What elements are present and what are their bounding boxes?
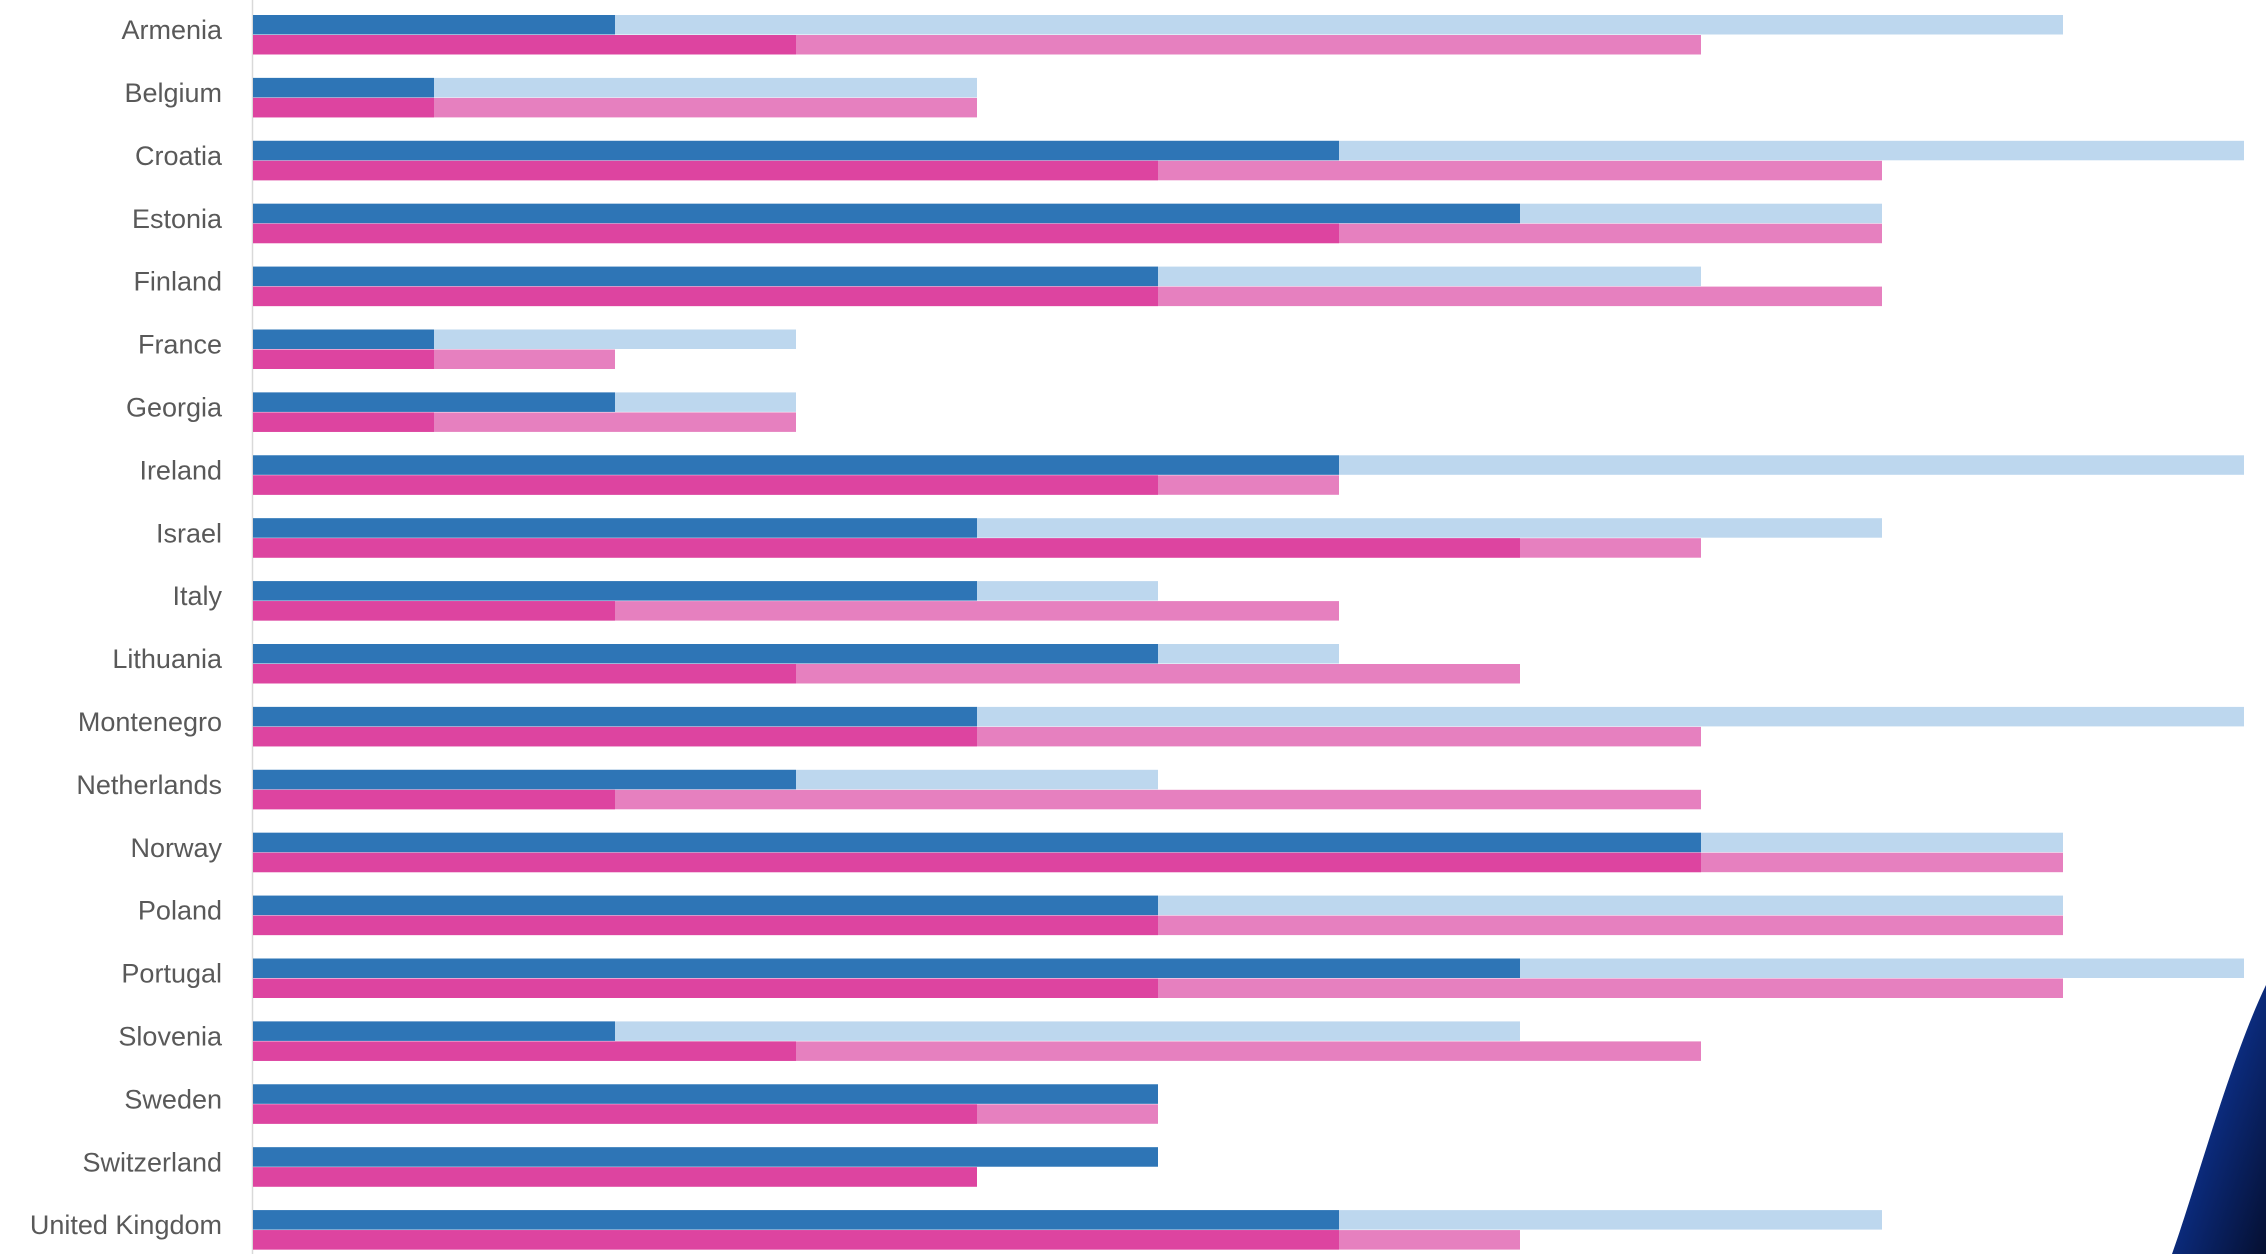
bar-dark-s1-7 <box>253 455 1339 475</box>
category-label: Montenegro <box>78 707 222 737</box>
category-label: Italy <box>172 581 222 611</box>
bar-dark-s1-16 <box>253 1021 615 1041</box>
bar-dark-s2-11 <box>253 726 977 747</box>
bar-dark-s2-5 <box>253 349 434 369</box>
corner-decoration <box>2172 985 2266 1254</box>
category-label: Estonia <box>132 204 223 234</box>
bar-dark-s2-15 <box>253 978 1158 998</box>
category-label: Sweden <box>124 1084 222 1114</box>
bar-dark-s1-19 <box>253 1210 1339 1230</box>
bar-dark-s2-10 <box>253 664 796 684</box>
category-label: Croatia <box>135 141 223 171</box>
bar-dark-s1-8 <box>253 518 977 538</box>
bar-dark-s2-0 <box>253 35 796 55</box>
category-label: Georgia <box>126 393 223 423</box>
category-label: United Kingdom <box>30 1210 222 1240</box>
category-label: Switzerland <box>82 1147 222 1177</box>
bar-dark-s2-6 <box>253 412 434 432</box>
bar-dark-s2-14 <box>253 915 1158 936</box>
bar-dark-s2-4 <box>253 286 1158 307</box>
bar-dark-s2-16 <box>253 1041 796 1061</box>
bar-dark-s2-3 <box>253 223 1339 244</box>
bar-dark-s1-6 <box>253 392 615 412</box>
category-label: Portugal <box>121 959 222 989</box>
bar-dark-s2-17 <box>253 1104 977 1124</box>
bar-dark-s2-9 <box>253 601 615 621</box>
bar-dark-s1-17 <box>253 1084 1158 1104</box>
bar-dark-s1-18 <box>253 1147 1158 1167</box>
category-label: Norway <box>130 833 222 863</box>
bar-dark-s1-13 <box>253 832 1701 853</box>
category-label: Lithuania <box>112 644 223 674</box>
category-label: Ireland <box>139 455 222 485</box>
bar-dark-s1-9 <box>253 581 977 601</box>
bar-dark-s1-10 <box>253 644 1158 664</box>
bar-dark-s1-3 <box>253 203 1520 224</box>
category-label: Israel <box>156 518 222 548</box>
bars-group <box>253 15 2244 1250</box>
bar-dark-s2-18 <box>253 1167 977 1187</box>
bar-dark-s1-4 <box>253 266 1158 287</box>
bar-light-s1-0 <box>253 15 2063 35</box>
category-label: Finland <box>133 267 222 297</box>
bar-dark-s2-1 <box>253 97 434 118</box>
bar-dark-s1-5 <box>253 329 434 349</box>
bar-dark-s2-12 <box>253 789 615 810</box>
category-labels: Armenia Belgium Croatia Estonia Finland Franc… <box>30 15 223 1240</box>
bar-dark-s1-11 <box>253 706 977 727</box>
category-label: Slovenia <box>118 1022 223 1052</box>
bar-dark-s1-2 <box>253 140 1339 161</box>
bar-dark-s1-1 <box>253 77 434 98</box>
bar-dark-s2-13 <box>253 852 1701 873</box>
category-label: France <box>138 330 222 360</box>
category-label: Belgium <box>124 78 222 108</box>
bar-dark-s1-0 <box>253 15 615 35</box>
bar-dark-s2-2 <box>253 160 1158 181</box>
bar-dark-s1-15 <box>253 958 1520 978</box>
bar-dark-s2-19 <box>253 1230 1339 1250</box>
category-label: Netherlands <box>76 770 222 800</box>
bar-dark-s2-8 <box>253 538 1520 558</box>
category-label: Armenia <box>121 15 223 45</box>
bar-dark-s1-14 <box>253 895 1158 916</box>
bar-dark-s1-12 <box>253 769 796 790</box>
category-label: Poland <box>138 896 222 926</box>
bar-dark-s2-7 <box>253 475 1158 495</box>
